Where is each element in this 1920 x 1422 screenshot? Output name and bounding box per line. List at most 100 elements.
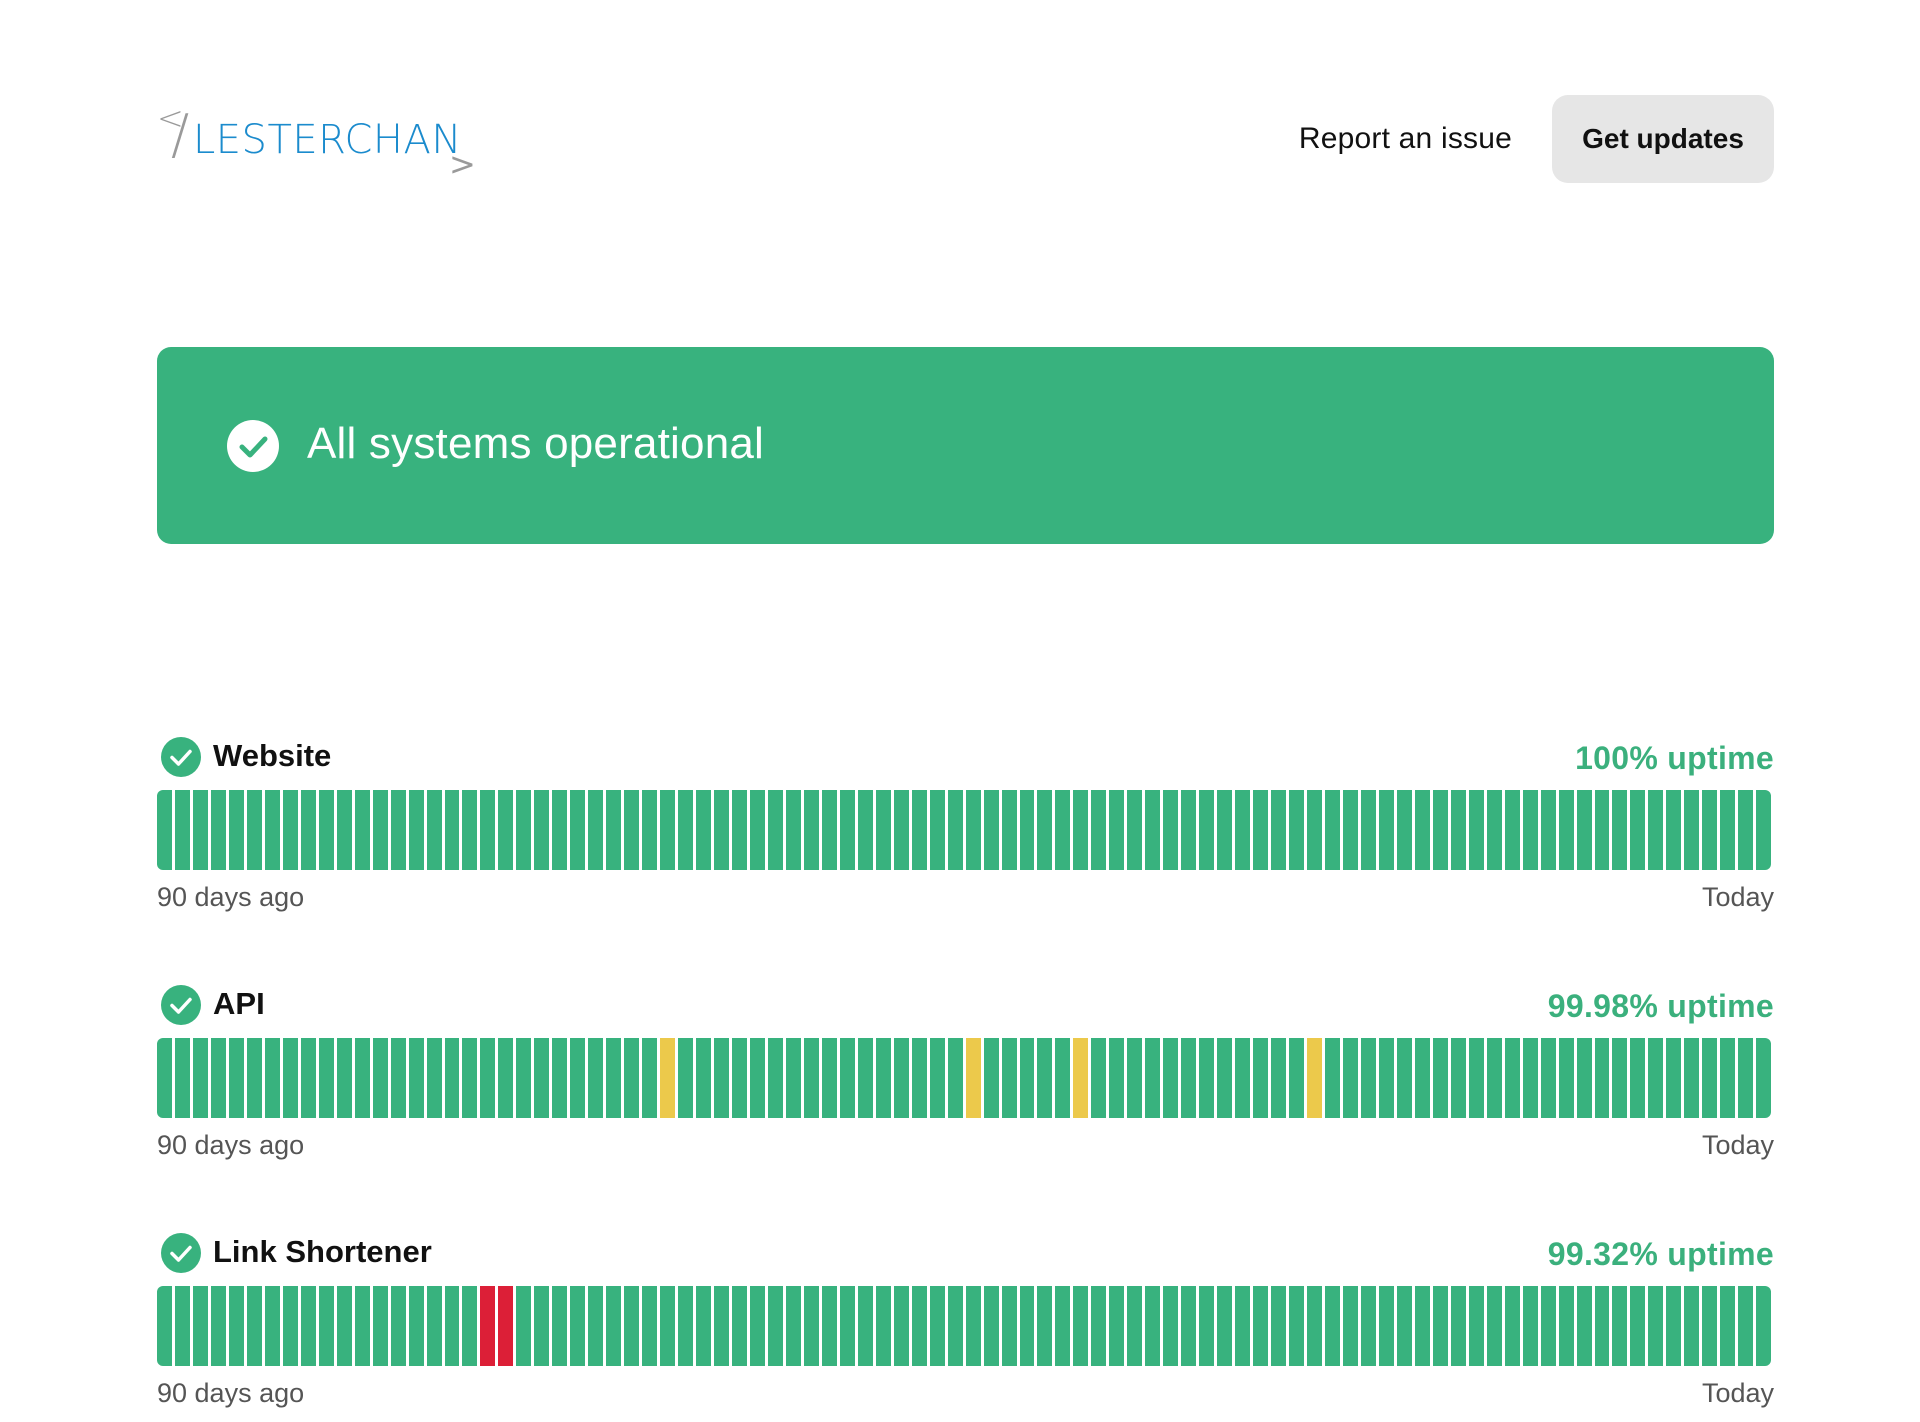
uptime-day-bar[interactable] — [480, 1038, 496, 1118]
uptime-day-bar[interactable] — [1360, 1286, 1376, 1366]
uptime-day-bar[interactable] — [1432, 790, 1448, 870]
uptime-day-bar[interactable] — [1342, 790, 1358, 870]
uptime-day-bar[interactable] — [1019, 790, 1035, 870]
uptime-day-bar[interactable] — [1378, 790, 1394, 870]
uptime-day-bar[interactable] — [1145, 1286, 1161, 1366]
uptime-day-bar[interactable] — [570, 1286, 586, 1366]
uptime-day-bar[interactable] — [426, 1286, 442, 1366]
uptime-day-bar[interactable] — [1594, 790, 1610, 870]
uptime-day-bar[interactable] — [1414, 1286, 1430, 1366]
uptime-day-bar[interactable] — [157, 1286, 172, 1366]
uptime-day-bar[interactable] — [839, 1038, 855, 1118]
uptime-day-bar[interactable] — [1360, 1038, 1376, 1118]
uptime-day-bar[interactable] — [875, 790, 891, 870]
uptime-day-bar[interactable] — [1127, 790, 1143, 870]
uptime-day-bar[interactable] — [1666, 790, 1682, 870]
uptime-day-bar[interactable] — [1289, 790, 1304, 870]
uptime-day-bar[interactable] — [588, 1038, 604, 1118]
uptime-day-bar[interactable] — [174, 790, 190, 870]
uptime-day-bar[interactable] — [1289, 1038, 1304, 1118]
uptime-day-bar[interactable] — [911, 790, 927, 870]
uptime-day-bar[interactable] — [570, 790, 586, 870]
uptime-day-bar[interactable] — [767, 790, 783, 870]
uptime-day-bar[interactable] — [1414, 790, 1430, 870]
uptime-day-bar[interactable] — [462, 1286, 478, 1366]
uptime-day-bar[interactable] — [983, 1038, 999, 1118]
uptime-day-bar[interactable] — [408, 1286, 424, 1366]
uptime-day-bar[interactable] — [210, 1038, 226, 1118]
uptime-day-bar[interactable] — [372, 1038, 388, 1118]
uptime-day-bar[interactable] — [246, 1038, 262, 1118]
uptime-day-bar[interactable] — [498, 1038, 514, 1118]
uptime-day-bar[interactable] — [534, 790, 550, 870]
uptime-day-bar[interactable] — [1055, 1286, 1071, 1366]
uptime-day-bar[interactable] — [408, 1038, 424, 1118]
uptime-day-bar[interactable] — [1648, 1038, 1664, 1118]
uptime-day-bar[interactable] — [1432, 1286, 1448, 1366]
uptime-day-bar[interactable] — [1235, 790, 1251, 870]
uptime-day-bar[interactable] — [678, 790, 694, 870]
uptime-day-bar[interactable] — [157, 790, 172, 870]
uptime-day-bar[interactable] — [1504, 1038, 1520, 1118]
uptime-day-bar[interactable] — [390, 1286, 406, 1366]
uptime-day-bar[interactable] — [947, 1286, 963, 1366]
uptime-day-bar[interactable] — [246, 790, 262, 870]
uptime-day-bar[interactable] — [282, 1038, 298, 1118]
uptime-day-bar[interactable] — [192, 790, 208, 870]
uptime-day-bar[interactable] — [1163, 1286, 1179, 1366]
uptime-day-bar[interactable] — [354, 1038, 370, 1118]
uptime-day-bar[interactable] — [282, 1286, 298, 1366]
uptime-day-bar[interactable] — [426, 1038, 442, 1118]
uptime-day-bar[interactable] — [264, 1038, 280, 1118]
uptime-day-bar[interactable] — [642, 1038, 658, 1118]
uptime-day-bar[interactable] — [1289, 1286, 1304, 1366]
uptime-day-bar[interactable] — [588, 790, 604, 870]
uptime-day-bar[interactable] — [1486, 1286, 1502, 1366]
uptime-day-bar[interactable] — [803, 1286, 819, 1366]
uptime-day-bar[interactable] — [1558, 1286, 1574, 1366]
uptime-day-bar[interactable] — [1342, 1286, 1358, 1366]
uptime-day-bar[interactable] — [1109, 790, 1125, 870]
uptime-day-bar[interactable] — [192, 1038, 208, 1118]
uptime-day-bar[interactable] — [732, 1286, 747, 1366]
uptime-day-bar[interactable] — [1612, 790, 1628, 870]
uptime-day-bar[interactable] — [1271, 1038, 1287, 1118]
uptime-day-bar[interactable] — [534, 1286, 550, 1366]
uptime-day-bar[interactable] — [1648, 790, 1664, 870]
uptime-day-bar[interactable] — [606, 1286, 622, 1366]
uptime-day-bar[interactable] — [893, 1286, 909, 1366]
uptime-day-bar[interactable] — [678, 1286, 694, 1366]
uptime-day-bar[interactable] — [1522, 1038, 1538, 1118]
uptime-day-bar[interactable] — [1630, 790, 1646, 870]
uptime-day-bar[interactable] — [857, 790, 873, 870]
uptime-day-bar[interactable] — [714, 1038, 729, 1118]
uptime-day-bar[interactable] — [965, 790, 981, 870]
uptime-day-bar[interactable] — [444, 1286, 460, 1366]
uptime-day-bar[interactable] — [1540, 790, 1556, 870]
uptime-day-bar[interactable] — [785, 1038, 801, 1118]
uptime-day-bar[interactable] — [1163, 1038, 1179, 1118]
uptime-day-bar[interactable] — [1738, 790, 1754, 870]
uptime-day-bar[interactable] — [1468, 1286, 1484, 1366]
uptime-day-bar[interactable] — [1217, 1038, 1233, 1118]
uptime-day-bar[interactable] — [318, 1038, 334, 1118]
uptime-day-bar[interactable] — [875, 1286, 891, 1366]
uptime-day-bar[interactable] — [498, 1286, 514, 1366]
uptime-day-bar[interactable] — [1360, 790, 1376, 870]
uptime-day-bar[interactable] — [228, 1038, 244, 1118]
uptime-day-bar[interactable] — [965, 1038, 981, 1118]
uptime-day-bar[interactable] — [696, 790, 712, 870]
uptime-day-bar[interactable] — [1702, 1038, 1718, 1118]
uptime-day-bar[interactable] — [1504, 1286, 1520, 1366]
uptime-day-bar[interactable] — [264, 1286, 280, 1366]
uptime-day-bar[interactable] — [228, 1286, 244, 1366]
uptime-day-bar[interactable] — [857, 1286, 873, 1366]
uptime-day-bar[interactable] — [1378, 1038, 1394, 1118]
uptime-day-bar[interactable] — [1756, 790, 1771, 870]
uptime-day-bar[interactable] — [300, 1286, 316, 1366]
uptime-day-bar[interactable] — [660, 790, 676, 870]
uptime-day-bar[interactable] — [732, 790, 747, 870]
uptime-day-bar[interactable] — [1450, 1038, 1466, 1118]
uptime-day-bar[interactable] — [480, 790, 496, 870]
uptime-day-bar[interactable] — [1684, 1286, 1700, 1366]
